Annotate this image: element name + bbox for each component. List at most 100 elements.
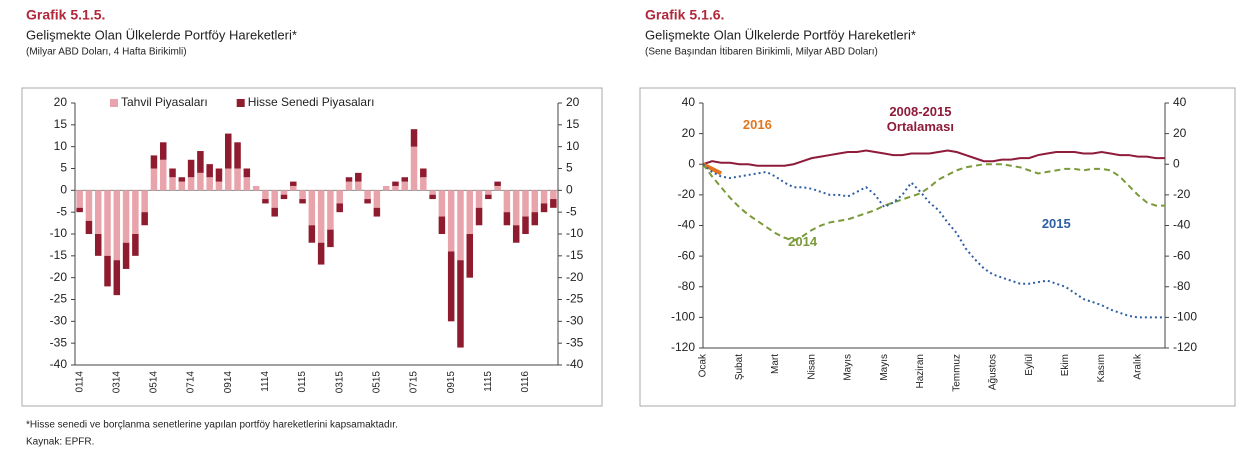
bar [132,234,139,256]
y2-tick-label: -100 [1173,310,1197,324]
y2-tick-label: 20 [1173,126,1187,140]
bar [485,194,492,200]
y-tick-label: 20 [54,95,68,109]
x-tick-label: Nisan [806,354,817,380]
y-tick-label: 20 [682,126,696,140]
bar [420,177,427,191]
bar [373,207,381,217]
bar [159,142,167,160]
bar [178,177,186,182]
bar [206,177,213,191]
bar [447,251,455,322]
bar [113,260,121,296]
y2-tick-label: -30 [566,314,584,328]
series-label: 2008-2015 Ortalaması [886,104,954,135]
x-tick-label: Ekim [1060,354,1071,376]
series-label: 2014 [788,234,818,250]
y2-tick-label: -35 [566,335,584,349]
x-tick-label: Mart [770,354,781,374]
y2-tick-label: -25 [566,292,584,306]
y2-tick-label: -40 [566,357,584,371]
x-tick-label: 0116 [520,371,531,393]
bar [401,177,408,182]
y-tick-label: 10 [54,139,68,153]
bar [540,190,548,204]
bar [122,242,130,269]
x-tick-label: 0314 [111,371,122,394]
series-label-box: 2015 [1041,216,1071,232]
legend-label: Hisse Senedi Piyasaları [248,95,375,109]
y-tick-label: -100 [671,310,695,324]
y2-tick-label: 10 [566,139,580,153]
bar [345,177,353,182]
x-tick-label: 0714 [186,371,197,394]
bar [336,190,343,204]
bar [225,168,232,191]
series-label-box: 2014 [788,234,818,250]
x-tick-label: 0915 [446,371,457,394]
bar [234,142,241,169]
bar [132,190,139,234]
y2-tick-label: -40 [1173,218,1191,232]
bar [355,172,362,182]
bar [234,168,241,191]
bar [494,185,501,191]
bar [243,177,251,191]
bar [475,207,483,226]
bar [141,212,148,226]
bar [76,190,83,208]
bar [197,172,204,191]
bar [522,216,529,234]
y-tick-label: -15 [50,248,68,262]
bar [475,190,483,208]
x-tick-label: 0715 [409,371,420,394]
bar [373,190,381,208]
y-tick-label: -10 [50,226,68,240]
bar [466,234,474,278]
line [702,162,723,176]
bar [150,168,158,191]
y-tick-label: -20 [50,270,68,284]
bar [141,190,148,213]
y-tick-label: 15 [54,117,68,131]
bar [104,255,111,287]
y2-tick-label: 5 [566,161,573,175]
bar [522,190,529,217]
x-tick-label: 0315 [334,371,345,394]
x-tick-label: Ocak [698,353,709,377]
bar [503,190,511,213]
bar [290,181,297,186]
bar [280,194,288,200]
legend-label: Tahvil Piyasaları [121,95,208,109]
bar [355,181,362,191]
bar [466,190,474,234]
bar [187,159,195,178]
bar [494,181,501,186]
bar [457,190,464,261]
bar [150,155,158,169]
series-label: 2016 [742,116,772,132]
bar [429,194,436,200]
x-tick-label: Aralık [1132,353,1143,380]
bar [262,199,269,204]
bar [271,190,278,208]
bar [317,190,325,243]
series-label: 2015 [1041,216,1071,232]
bar [76,207,83,213]
bar [317,242,325,265]
source: Kaynak: EPFR. [26,437,94,448]
y-tick-label: 0 [688,156,695,170]
x-tick-label: Eylül [1024,354,1035,376]
y-tick-label: -20 [678,187,696,201]
x-tick-label: 0114 [74,371,85,393]
bar [392,181,399,186]
bar [540,203,548,213]
x-tick-label: 0914 [223,371,234,394]
note: (Sene Başından İtibaren Birikimli, Milya… [645,45,878,58]
y2-tick-label: 40 [1173,95,1187,109]
bar [531,190,539,213]
y-tick-label: -5 [56,204,67,218]
y2-tick-label: -10 [566,226,584,240]
x-tick-label: Şubat [734,354,745,380]
bar [457,260,464,348]
